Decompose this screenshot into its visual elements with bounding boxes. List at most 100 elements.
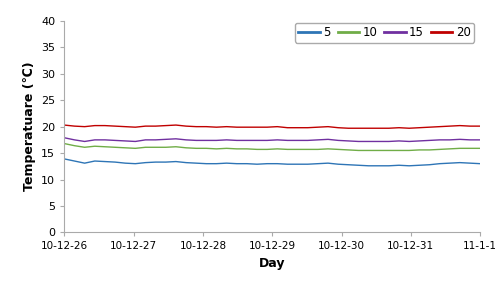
10 xyxy=(285,148,291,151)
5 xyxy=(477,162,483,165)
15 xyxy=(274,138,280,142)
20 xyxy=(427,125,433,129)
15 xyxy=(183,138,189,142)
5 xyxy=(467,161,473,165)
10 xyxy=(112,145,118,149)
5 xyxy=(315,162,321,165)
5 xyxy=(355,164,361,167)
20 xyxy=(406,126,412,130)
10 xyxy=(467,147,473,150)
10 xyxy=(224,147,230,150)
15 xyxy=(71,138,77,142)
5 xyxy=(173,160,179,163)
20 xyxy=(346,126,351,130)
10 xyxy=(315,148,321,151)
10 xyxy=(152,145,158,149)
10 xyxy=(143,145,148,149)
10 xyxy=(213,147,219,151)
15 xyxy=(102,138,108,142)
15 xyxy=(437,138,443,142)
10 xyxy=(163,145,169,149)
20 xyxy=(61,123,67,127)
20 xyxy=(416,126,422,130)
20 xyxy=(467,124,473,128)
15 xyxy=(355,140,361,143)
10 xyxy=(71,144,77,148)
20 xyxy=(335,126,341,130)
10 xyxy=(325,147,331,151)
5 xyxy=(335,162,341,166)
5 xyxy=(203,162,209,165)
10 xyxy=(376,149,382,152)
10 xyxy=(396,149,402,152)
5 xyxy=(386,164,392,167)
10 xyxy=(193,147,199,150)
5 xyxy=(447,161,453,165)
5 xyxy=(295,162,300,166)
20 xyxy=(274,125,280,128)
10 xyxy=(457,147,463,150)
15 xyxy=(285,139,291,142)
20 xyxy=(305,126,311,130)
10 xyxy=(295,148,300,151)
15 xyxy=(92,138,98,142)
5 xyxy=(193,161,199,165)
5 xyxy=(61,157,67,161)
20 xyxy=(325,125,331,128)
5 xyxy=(213,162,219,165)
5 xyxy=(396,164,402,167)
5 xyxy=(366,164,372,167)
15 xyxy=(427,139,433,142)
5 xyxy=(122,161,128,165)
5 xyxy=(406,164,412,167)
10 xyxy=(427,148,433,152)
15 xyxy=(477,138,483,142)
15 xyxy=(386,140,392,143)
20 xyxy=(102,124,108,127)
X-axis label: Day: Day xyxy=(259,257,286,270)
15 xyxy=(163,138,169,141)
10 xyxy=(416,148,422,152)
5 xyxy=(244,162,250,165)
10 xyxy=(366,149,372,152)
5 xyxy=(143,161,148,164)
20 xyxy=(285,126,291,130)
20 xyxy=(203,125,209,128)
20 xyxy=(315,125,321,129)
15 xyxy=(396,139,402,143)
Y-axis label: Temperatuare (℃): Temperatuare (℃) xyxy=(23,62,36,191)
10 xyxy=(386,149,392,152)
20 xyxy=(437,125,443,128)
10 xyxy=(173,145,179,148)
5 xyxy=(285,162,291,166)
20 xyxy=(163,124,169,127)
5 xyxy=(416,164,422,167)
20 xyxy=(254,125,260,129)
5 xyxy=(112,160,118,164)
10 xyxy=(264,148,270,151)
10 xyxy=(183,146,189,150)
Line: 10: 10 xyxy=(64,144,480,150)
20 xyxy=(143,124,148,128)
5 xyxy=(437,162,443,165)
10 xyxy=(102,145,108,148)
10 xyxy=(92,145,98,148)
15 xyxy=(264,139,270,142)
15 xyxy=(122,139,128,143)
20 xyxy=(396,126,402,130)
15 xyxy=(346,139,351,143)
5 xyxy=(183,161,189,164)
5 xyxy=(163,160,169,164)
Line: 20: 20 xyxy=(64,125,480,128)
20 xyxy=(173,123,179,127)
15 xyxy=(295,139,300,142)
10 xyxy=(355,149,361,152)
15 xyxy=(447,138,453,142)
Line: 5: 5 xyxy=(64,159,480,166)
10 xyxy=(346,148,351,152)
20 xyxy=(71,124,77,128)
20 xyxy=(122,125,128,128)
5 xyxy=(346,163,351,167)
20 xyxy=(132,125,138,129)
10 xyxy=(234,147,240,151)
